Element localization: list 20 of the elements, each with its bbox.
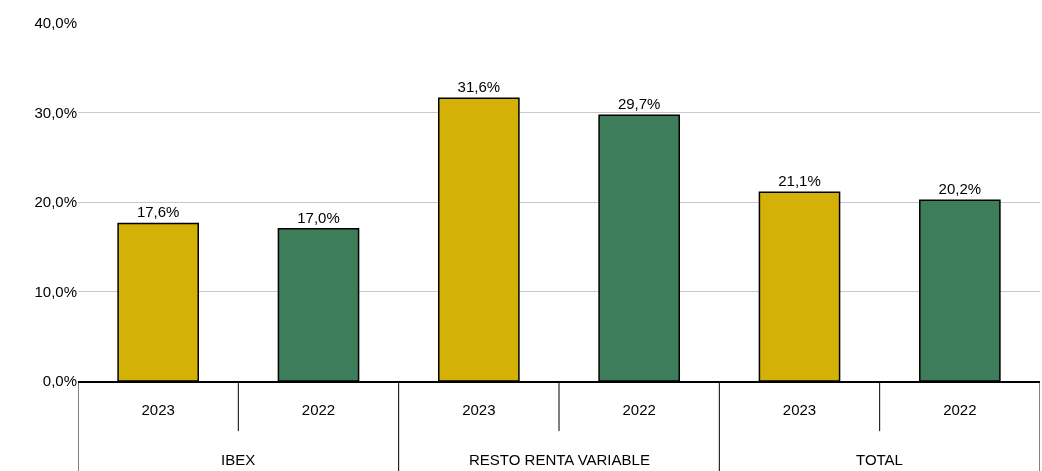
x-tick-label: 2022 — [622, 400, 656, 418]
data-label: 29,7% — [617, 95, 661, 113]
y-tick-label: 30,0% — [34, 103, 77, 121]
text: RESTO RENTA VARIABLE — [469, 451, 650, 468]
data-label: 21,1% — [778, 172, 821, 190]
text: TOTAL — [856, 451, 903, 468]
x-tick-label: 2022 — [943, 400, 977, 418]
y-tick-label: 0,0% — [42, 372, 77, 390]
y-tick-label: 20,0% — [34, 193, 77, 211]
text: IBEX — [221, 451, 256, 468]
x-tick-label: 2022 — [301, 400, 336, 418]
x-tick-label: 2023 — [141, 400, 175, 418]
data-label: 20,2% — [938, 180, 982, 198]
y-tick-label: 40,0% — [34, 14, 77, 32]
data-label: 17,6% — [136, 203, 180, 221]
y-tick-label: 10,0% — [34, 282, 77, 300]
data-label: 31,6% — [457, 78, 501, 96]
data-label: 17,0% — [297, 208, 340, 226]
x-tick-label: 2023 — [782, 400, 817, 418]
x-tick-label: 2023 — [462, 400, 496, 418]
